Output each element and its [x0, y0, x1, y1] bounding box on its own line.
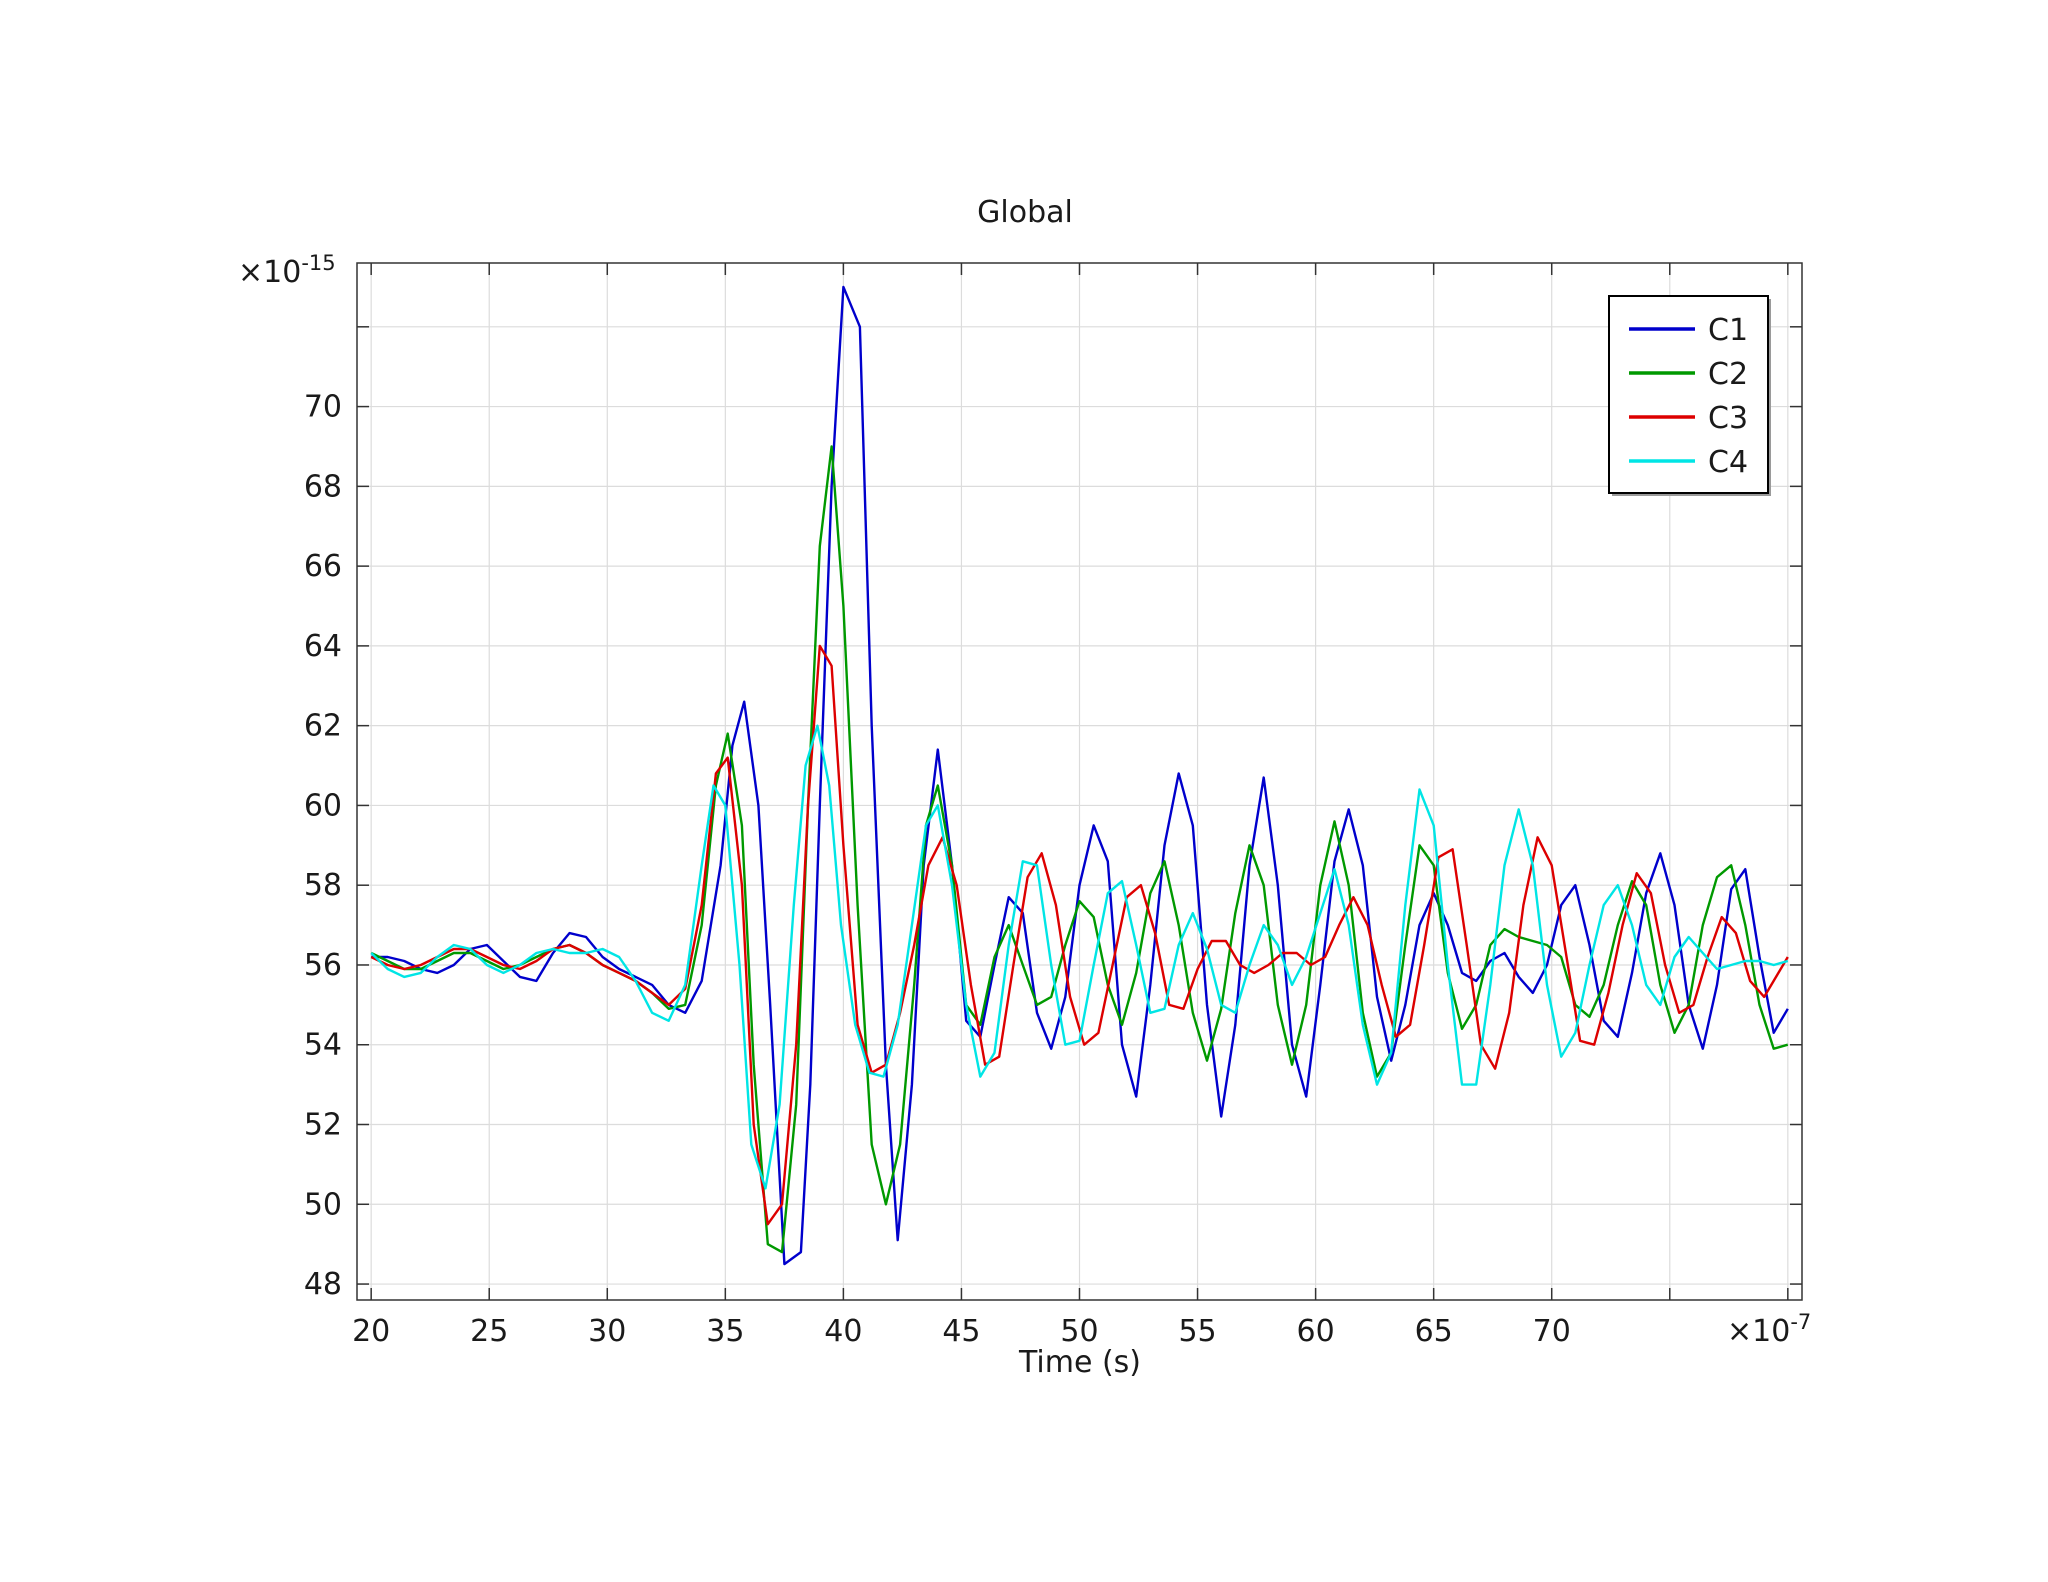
y-tick-label: 66	[304, 549, 342, 584]
y-tick-labels: 48 50 52 54 56 58 60 62 64 66 68 70	[304, 390, 342, 1302]
x-tick-labels: 20 25 30 35 40 45 50 55 60 65 70	[352, 1314, 1571, 1349]
series-line-c3	[370, 644, 1789, 1226]
x-tick-label: 50	[1060, 1314, 1098, 1349]
plot-frame	[356, 262, 1803, 1301]
grid	[357, 263, 1802, 1300]
y-tick-label: 54	[304, 1028, 342, 1063]
y-tick-label: 58	[304, 868, 342, 903]
x-multiplier-base: ×10	[1727, 1314, 1790, 1349]
y-axis-multiplier: ×10-15	[238, 251, 336, 290]
y-multiplier-exponent: -15	[301, 251, 335, 275]
y-tick-label: 52	[304, 1108, 342, 1143]
x-tick-label: 25	[470, 1314, 508, 1349]
x-tick-label: 30	[588, 1314, 626, 1349]
x-tick-label: 40	[824, 1314, 862, 1349]
series-line-c4	[370, 724, 1789, 1190]
legend-label-c1: C1	[1708, 313, 1748, 348]
x-tick-label: 55	[1178, 1314, 1216, 1349]
x-tick-label: 70	[1533, 1314, 1571, 1349]
x-multiplier-exponent: -7	[1790, 1310, 1811, 1334]
y-tick-label: 64	[304, 629, 342, 664]
x-axis-multiplier: ×10-7	[1727, 1310, 1811, 1349]
x-tick-label: 35	[706, 1314, 744, 1349]
series-line-c1	[371, 285, 1789, 1266]
x-tick-label: 45	[942, 1314, 980, 1349]
legend-label-c3: C3	[1708, 401, 1748, 436]
y-tick-label: 56	[304, 948, 342, 983]
y-tick-label: 50	[304, 1187, 342, 1222]
y-tick-label: 62	[304, 709, 342, 744]
series-lines	[370, 285, 1789, 1266]
axis-ticks	[357, 263, 1802, 1300]
y-multiplier-base: ×10	[238, 255, 301, 290]
x-tick-label: 60	[1297, 1314, 1335, 1349]
x-tick-label: 65	[1415, 1314, 1453, 1349]
y-tick-label: 68	[304, 469, 342, 504]
x-tick-label: 20	[352, 1314, 390, 1349]
plot-border	[356, 262, 1803, 1301]
y-tick-label: 70	[304, 390, 342, 425]
y-tick-label: 48	[304, 1267, 342, 1302]
legend: C1 C2 C3 C4	[1608, 295, 1771, 496]
legend-label-c4: C4	[1708, 445, 1748, 480]
legend-label-c2: C2	[1708, 357, 1748, 392]
x-axis-label: Time (s)	[1018, 1345, 1141, 1380]
y-tick-label: 60	[304, 788, 342, 823]
chart-title: Global	[977, 195, 1073, 230]
